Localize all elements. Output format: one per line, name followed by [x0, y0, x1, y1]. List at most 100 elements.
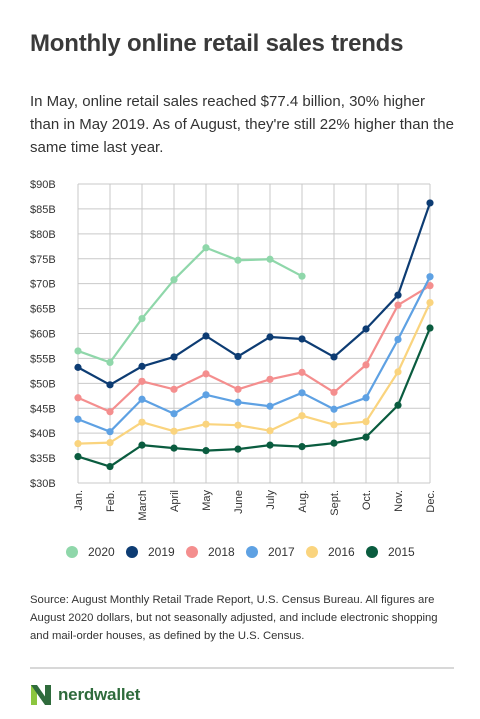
data-point-2015: [426, 324, 434, 332]
data-point-2018: [202, 370, 210, 378]
data-point-2017: [330, 405, 338, 413]
data-point-2017: [202, 391, 210, 399]
legend-item-2019: 2019: [126, 545, 175, 559]
data-point-2017: [362, 394, 370, 402]
series-line-2017: [77, 276, 431, 433]
data-point-2018: [394, 301, 402, 309]
data-point-2019: [138, 362, 146, 370]
legend-label: 2017: [268, 545, 295, 559]
data-point-2015: [106, 462, 114, 471]
data-point-2018: [426, 282, 434, 290]
data-point-2019: [106, 381, 114, 389]
y-tick-label: $75B: [30, 254, 56, 266]
y-tick-label: $40B: [30, 428, 56, 440]
data-point-2017: [426, 273, 434, 281]
x-axis: Jan. Feb. March April May June July Aug. Sept. Oc…: [73, 490, 437, 521]
logo-wordmark: nerdwallet: [58, 685, 141, 704]
data-point-2015: [266, 441, 274, 449]
data-point-2016: [266, 427, 274, 435]
x-tick-label: Aug.: [297, 490, 309, 513]
data-point-2016: [362, 418, 370, 426]
data-point-2016: [138, 418, 146, 426]
data-point-2016: [234, 421, 242, 429]
data-point-2019: [170, 353, 178, 361]
legend-label: 2016: [328, 545, 355, 559]
legend-item-2020: 2020: [66, 545, 115, 559]
data-point-2018: [266, 375, 274, 383]
data-point-2019: [426, 199, 434, 207]
data-point-2015: [202, 447, 210, 455]
data-point-2017: [138, 395, 146, 403]
footer-divider: [30, 667, 454, 669]
data-point-2019: [202, 332, 210, 340]
data-point-2016: [106, 439, 114, 447]
data-point-2019: [362, 325, 370, 333]
data-point-2020: [266, 255, 274, 263]
y-tick-label: $80B: [30, 229, 56, 241]
data-point-2016: [426, 299, 434, 307]
series-group: [74, 199, 434, 471]
data-point-2015: [298, 443, 306, 451]
nerdwallet-logo: nerdwallet: [30, 684, 140, 706]
data-point-2015: [362, 433, 370, 441]
series-line-2020: [77, 246, 303, 364]
data-point-2019: [298, 335, 306, 343]
chart-legend: 2020 2019 2018 2017 2016 2015: [66, 545, 446, 565]
data-point-2018: [106, 408, 114, 416]
legend-swatch: [126, 546, 138, 558]
chart-title: Monthly online retail sales trends: [30, 30, 404, 57]
x-tick-label: July: [265, 490, 277, 510]
legend-label: 2020: [88, 545, 115, 559]
data-point-2017: [74, 415, 82, 423]
data-point-2015: [170, 444, 178, 452]
legend-swatch: [306, 546, 318, 558]
y-tick-label: $60B: [30, 329, 56, 341]
data-point-2016: [298, 412, 306, 420]
data-point-2016: [202, 420, 210, 428]
data-point-2017: [234, 398, 242, 406]
data-point-2018: [74, 394, 82, 402]
data-point-2015: [138, 441, 146, 449]
data-point-2016: [330, 421, 338, 429]
x-tick-label: Oct.: [361, 490, 373, 510]
x-tick-label: March: [137, 490, 149, 521]
series-line-2019: [77, 202, 432, 386]
data-point-2020: [202, 244, 210, 252]
series-line-2015: [77, 327, 432, 468]
line-chart: $30B $35B $40B $45B $50B $55B $60B $65B $70B $75B…: [30, 179, 437, 521]
legend-swatch: [66, 546, 78, 558]
data-point-2015: [74, 452, 82, 461]
data-point-2019: [330, 353, 338, 361]
series-line-2018: [77, 284, 431, 413]
data-point-2017: [394, 335, 402, 344]
y-tick-label: $55B: [30, 353, 56, 365]
data-point-2020: [170, 276, 178, 284]
x-tick-label: June: [233, 490, 245, 514]
data-point-2017: [266, 402, 274, 410]
data-point-2018: [138, 377, 146, 385]
data-point-2017: [170, 410, 178, 418]
data-point-2016: [394, 368, 402, 376]
data-point-2016: [74, 440, 82, 448]
y-tick-label: $30B: [30, 478, 56, 490]
legend-label: 2015: [388, 545, 415, 559]
legend-label: 2018: [208, 545, 235, 559]
legend-swatch: [246, 546, 258, 558]
data-point-2020: [74, 347, 82, 355]
y-tick-label: $85B: [30, 204, 56, 216]
data-point-2018: [330, 388, 338, 396]
source-note: Source: August Monthly Retail Trade Repo…: [30, 594, 438, 642]
data-point-2019: [74, 363, 82, 371]
data-point-2020: [138, 314, 146, 323]
x-tick-label: Dec.: [425, 490, 437, 513]
data-point-2018: [234, 385, 242, 393]
y-tick-label: $35B: [30, 453, 56, 465]
data-point-2018: [362, 361, 370, 369]
x-tick-label: Nov.: [393, 490, 405, 512]
data-point-2020: [234, 256, 242, 264]
x-tick-label: Sept.: [329, 490, 341, 516]
y-tick-label: $50B: [30, 378, 56, 390]
legend-item-2016: 2016: [306, 545, 355, 559]
data-point-2020: [298, 272, 306, 280]
legend-item-2018: 2018: [186, 545, 235, 559]
